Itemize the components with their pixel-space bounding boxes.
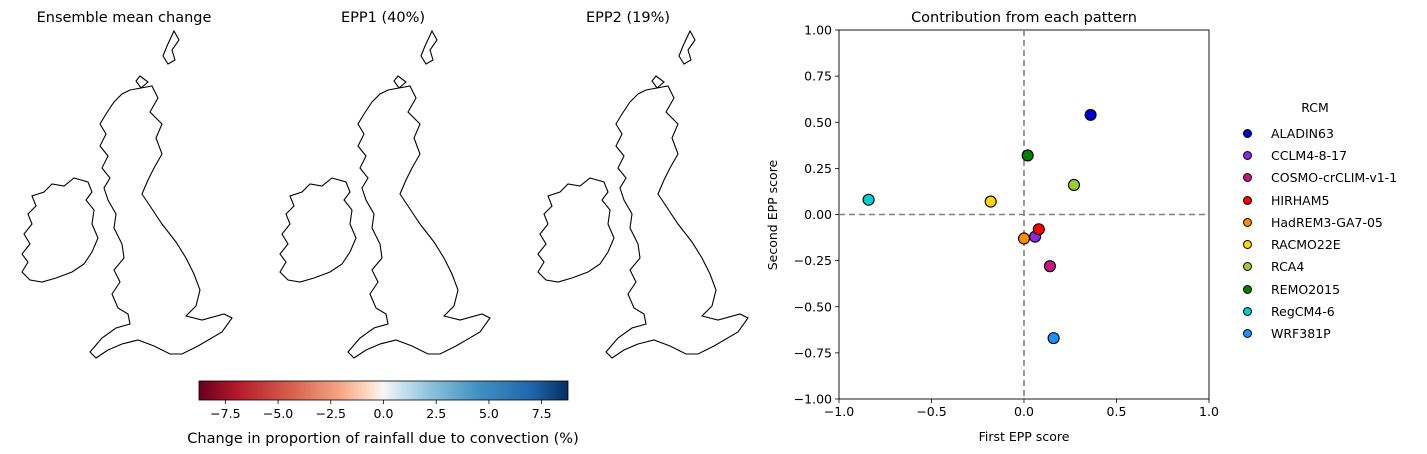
legend-label: COSMO-crCLIM-v1-1 <box>1271 170 1398 186</box>
scatter-point <box>862 193 875 206</box>
y-axis-label: Second EPP score <box>765 159 780 270</box>
legend-marker <box>1243 307 1252 317</box>
colorbar-tick-label: 5.0 <box>479 406 499 421</box>
x-tick-label: −0.5 <box>916 404 946 419</box>
legend-title: RCM <box>1301 100 1329 115</box>
legend-label: REMO2015 <box>1271 281 1341 297</box>
legend-label: WRF381P <box>1271 326 1331 342</box>
scatter-points <box>862 108 1097 345</box>
chart-title: Contribution from each pattern <box>911 10 1137 26</box>
colorbar-tick-label: −5.0 <box>263 406 293 421</box>
colorbar: −7.5 −5.0 −2.5 0.0 2.5 5.0 7.5 Change in propo… <box>187 380 579 447</box>
legend-marker <box>1243 150 1252 160</box>
x-tick-label: 0.5 <box>1107 404 1127 419</box>
legend-item: RegCM4-6 <box>1240 300 1397 322</box>
map-field <box>280 31 490 358</box>
legend-label: CCLM4-8-17 <box>1271 147 1348 163</box>
legend-item: HadREM3-GA7-05 <box>1240 211 1397 233</box>
legend-item: RCA4 <box>1240 256 1397 278</box>
reference-lines <box>839 30 1209 399</box>
map-panels: Ensemble mean change EPP1 (40%) EPP2 (19%) <box>21 10 749 359</box>
x-axis-label: First EPP score <box>979 429 1070 444</box>
y-tick-label: 0.00 <box>804 207 832 222</box>
legend-item: RACMO22E <box>1240 233 1397 255</box>
legend: ALADIN63 CCLM4-8-17 COSMO-crCLIM-v1-1 HIRHA… <box>1240 122 1397 345</box>
colorbar-tick-label: 2.5 <box>426 406 446 421</box>
colorbar-tick-label: 7.5 <box>532 406 552 421</box>
legend-label: RCA4 <box>1271 259 1305 275</box>
legend-marker <box>1243 284 1252 294</box>
legend-item: CCLM4-8-17 <box>1240 144 1397 166</box>
coastline <box>537 30 749 359</box>
scatter-point <box>1047 332 1060 345</box>
legend-marker <box>1243 195 1252 205</box>
colorbar-tick-label: −2.5 <box>316 406 346 421</box>
scatter-point <box>1043 260 1056 273</box>
y-tick-label: 0.25 <box>804 161 832 176</box>
legend-item: COSMO-crCLIM-v1-1 <box>1240 167 1397 189</box>
colorbar-tick-label: −7.5 <box>210 406 240 421</box>
map-panel-title: Ensemble mean change <box>37 10 212 26</box>
x-axis-ticks: −1.0 −0.5 0.0 0.5 1.0 <box>824 399 1219 419</box>
x-tick-label: −1.0 <box>824 404 854 419</box>
y-tick-label: −0.50 <box>794 299 832 314</box>
legend-marker <box>1243 240 1252 250</box>
scatter-point <box>1084 108 1097 121</box>
legend-marker <box>1243 329 1252 339</box>
legend-marker <box>1243 128 1252 138</box>
x-tick-label: 0.0 <box>1014 404 1034 419</box>
map-panel: EPP1 (40%) <box>279 10 491 359</box>
legend-item: WRF381P <box>1240 323 1397 345</box>
scatter-point <box>1017 232 1031 245</box>
legend-label: ALADIN63 <box>1271 125 1334 141</box>
coastline <box>21 30 233 359</box>
y-axis-ticks: −1.00 −0.75 −0.50 −0.25 0.00 0.25 0.50 0.75 1.00 <box>794 23 839 407</box>
map-panel: EPP2 (19%) <box>537 10 749 359</box>
colorbar-tick-label: 0.0 <box>374 406 394 421</box>
map-panel: Ensemble mean change <box>21 10 233 359</box>
scatter-point <box>1021 149 1034 162</box>
scatter-point <box>1032 223 1045 236</box>
legend-label: RACMO22E <box>1271 237 1341 253</box>
legend-marker <box>1243 173 1252 183</box>
coastline <box>279 30 491 359</box>
legend-item: REMO2015 <box>1240 278 1397 300</box>
y-tick-label: 1.00 <box>804 23 832 38</box>
legend-item: HIRHAM5 <box>1240 189 1397 211</box>
scatter-chart: Contribution from each pattern −1.0 −0.5 0… <box>765 10 1219 444</box>
map-field <box>22 31 232 358</box>
legend-label: HIRHAM5 <box>1271 192 1330 208</box>
colorbar-gradient <box>198 380 569 401</box>
legend-marker <box>1243 217 1252 227</box>
x-tick-label: 1.0 <box>1199 404 1219 419</box>
scatter-point <box>984 195 997 208</box>
legend-label: RegCM4-6 <box>1271 304 1335 320</box>
legend-marker <box>1243 262 1252 272</box>
y-tick-label: −0.25 <box>794 253 832 268</box>
map-field <box>538 31 748 358</box>
legend-label: HadREM3-GA7-05 <box>1271 214 1383 230</box>
y-tick-label: −0.75 <box>794 345 832 360</box>
y-tick-label: 0.50 <box>804 115 832 130</box>
y-tick-label: 0.75 <box>804 69 832 84</box>
scatter-point <box>1067 178 1080 192</box>
colorbar-label: Change in proportion of rainfall due to … <box>187 431 578 447</box>
y-tick-label: −1.00 <box>794 392 832 407</box>
map-panel-title: EPP2 (19%) <box>586 10 670 26</box>
legend-item: ALADIN63 <box>1240 122 1397 144</box>
map-panel-title: EPP1 (40%) <box>341 10 425 26</box>
colorbar-ticks: −7.5 −5.0 −2.5 0.0 2.5 5.0 7.5 <box>210 400 552 421</box>
